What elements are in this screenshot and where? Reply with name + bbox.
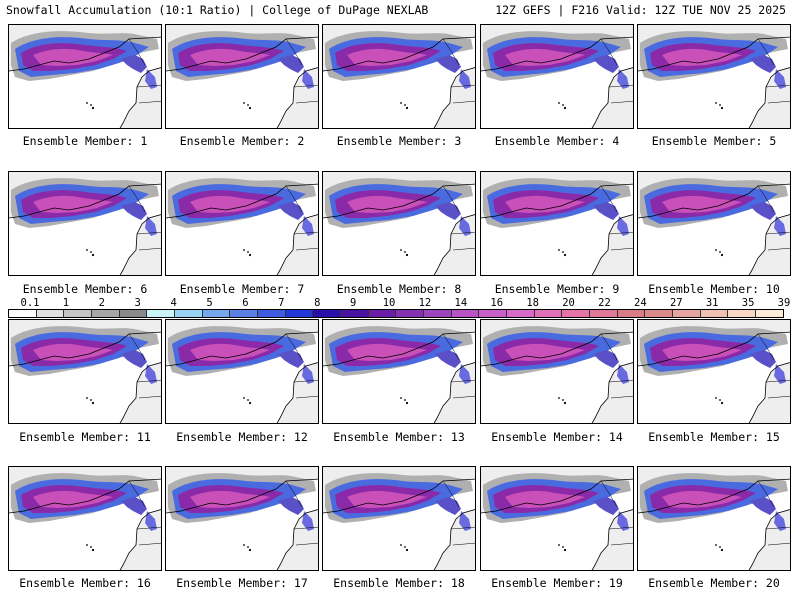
colorbar-tick-label: 6 — [242, 297, 249, 309]
colorbar-tick-label: 4 — [170, 297, 177, 309]
ensemble-map-19 — [480, 466, 634, 571]
ensemble-map-5 — [637, 24, 791, 129]
colorbar-swatch — [368, 310, 397, 317]
colorbar-swatch — [590, 310, 618, 317]
colorbar-swatch — [92, 310, 120, 317]
colorbar-tick-label: 0.1 — [20, 297, 40, 309]
colorbar-tick-label: 20 — [562, 297, 575, 309]
ensemble-member-caption: Ensemble Member: 9 — [494, 282, 620, 296]
colorbar-tick-label: 24 — [634, 297, 647, 309]
ensemble-member-caption: Ensemble Member: 7 — [179, 282, 305, 296]
ensemble-member-caption: Ensemble Member: 3 — [336, 134, 462, 148]
colorbar-labels: 0.1 1 2 3 4 5 6 7 8 9 10 12 14 16 18 20 22 24 27 31 35 39 — [8, 297, 791, 309]
colorbar-tick-label: 1 — [62, 297, 70, 309]
colorbar-tick-label: 12 — [418, 297, 432, 309]
ensemble-map-1 — [8, 24, 162, 129]
ensemble-member-caption: Ensemble Member: 5 — [651, 134, 777, 148]
colorbar-tick-label: 16 — [490, 297, 504, 309]
ensemble-member-caption: Ensemble Member: 13 — [333, 430, 465, 444]
colorbar-swatch — [617, 310, 646, 317]
ensemble-member-caption: Ensemble Member: 8 — [336, 282, 462, 296]
colorbar-swatch — [562, 310, 591, 317]
colorbar-swatch — [756, 310, 783, 317]
colorbar-tick-label: 10 — [382, 297, 396, 309]
ensemble-map-9 — [480, 171, 634, 276]
colorbar-swatch — [202, 310, 231, 317]
ensemble-member-caption: Ensemble Member: 16 — [19, 576, 151, 590]
ensemble-member-caption: Ensemble Member: 4 — [494, 134, 620, 148]
colorbar-swatch — [700, 310, 729, 317]
colorbar-tick-label: 7 — [278, 297, 285, 309]
colorbar-tick-label: 39 — [777, 297, 791, 309]
ensemble-map-16 — [8, 466, 162, 571]
colorbar-swatch — [673, 310, 701, 317]
colorbar — [8, 309, 784, 318]
colorbar-swatch — [147, 310, 176, 317]
colorbar-swatch — [451, 310, 480, 317]
colorbar-swatch — [479, 310, 508, 317]
colorbar-tick-label: 14 — [454, 297, 468, 309]
colorbar-swatch — [230, 310, 259, 317]
colorbar-swatch — [341, 310, 369, 317]
colorbar-tick-label: 18 — [526, 297, 539, 309]
ensemble-map-2 — [165, 24, 319, 129]
run-valid-time: 12Z GEFS | F216 Valid: 12Z TUE NOV 25 20… — [495, 3, 786, 17]
ensemble-member-caption: Ensemble Member: 20 — [648, 576, 780, 590]
ensemble-member-caption: Ensemble Member: 18 — [333, 576, 465, 590]
colorbar-swatch — [728, 310, 757, 317]
ensemble-member-caption: Ensemble Member: 17 — [176, 576, 308, 590]
ensemble-map-15 — [637, 319, 791, 424]
colorbar-swatch — [313, 310, 342, 317]
ensemble-map-12 — [165, 319, 319, 424]
colorbar-swatch — [258, 310, 286, 317]
ensemble-member-caption: Ensemble Member: 1 — [22, 134, 148, 148]
colorbar-swatch — [285, 310, 314, 317]
colorbar-tick-label: 31 — [705, 297, 719, 309]
colorbar-swatch — [507, 310, 535, 317]
colorbar-tick-label: 22 — [598, 297, 611, 309]
colorbar-tick-label: 5 — [206, 297, 213, 309]
colorbar-tick-label: 27 — [669, 297, 683, 309]
colorbar-swatch — [424, 310, 452, 317]
ensemble-map-6 — [8, 171, 162, 276]
chart-title: Snowfall Accumulation (10:1 Ratio) | Col… — [6, 3, 429, 17]
colorbar-swatch — [175, 310, 203, 317]
ensemble-map-8 — [322, 171, 476, 276]
ensemble-member-caption: Ensemble Member: 19 — [491, 576, 623, 590]
ensemble-member-caption: Ensemble Member: 14 — [491, 430, 623, 444]
ensemble-member-caption: Ensemble Member: 6 — [22, 282, 148, 296]
ensemble-map-3 — [322, 24, 476, 129]
colorbar-swatch — [119, 310, 148, 317]
colorbar-swatch — [36, 310, 65, 317]
colorbar-tick-label: 2 — [98, 297, 105, 309]
ensemble-map-14 — [480, 319, 634, 424]
colorbar-swatch — [64, 310, 93, 317]
ensemble-map-13 — [322, 319, 476, 424]
ensemble-map-20 — [637, 466, 791, 571]
ensemble-map-7 — [165, 171, 319, 276]
colorbar-swatch — [534, 310, 563, 317]
colorbar-tick-label: 9 — [349, 297, 357, 309]
colorbar-tick-label: 35 — [741, 297, 755, 309]
ensemble-map-4 — [480, 24, 634, 129]
ensemble-map-17 — [165, 466, 319, 571]
colorbar-swatch — [9, 310, 37, 317]
ensemble-map-10 — [637, 171, 791, 276]
ensemble-member-caption: Ensemble Member: 10 — [648, 282, 780, 296]
colorbar-swatch — [645, 310, 674, 317]
ensemble-member-caption: Ensemble Member: 2 — [179, 134, 305, 148]
ensemble-member-caption: Ensemble Member: 12 — [176, 430, 308, 444]
ensemble-member-caption: Ensemble Member: 11 — [19, 430, 151, 444]
colorbar-swatch — [396, 310, 425, 317]
ensemble-member-caption: Ensemble Member: 15 — [648, 430, 780, 444]
colorbar-tick-label: 8 — [314, 297, 321, 309]
ensemble-map-18 — [322, 466, 476, 571]
ensemble-map-11 — [8, 319, 162, 424]
colorbar-tick-label: 3 — [134, 297, 141, 309]
